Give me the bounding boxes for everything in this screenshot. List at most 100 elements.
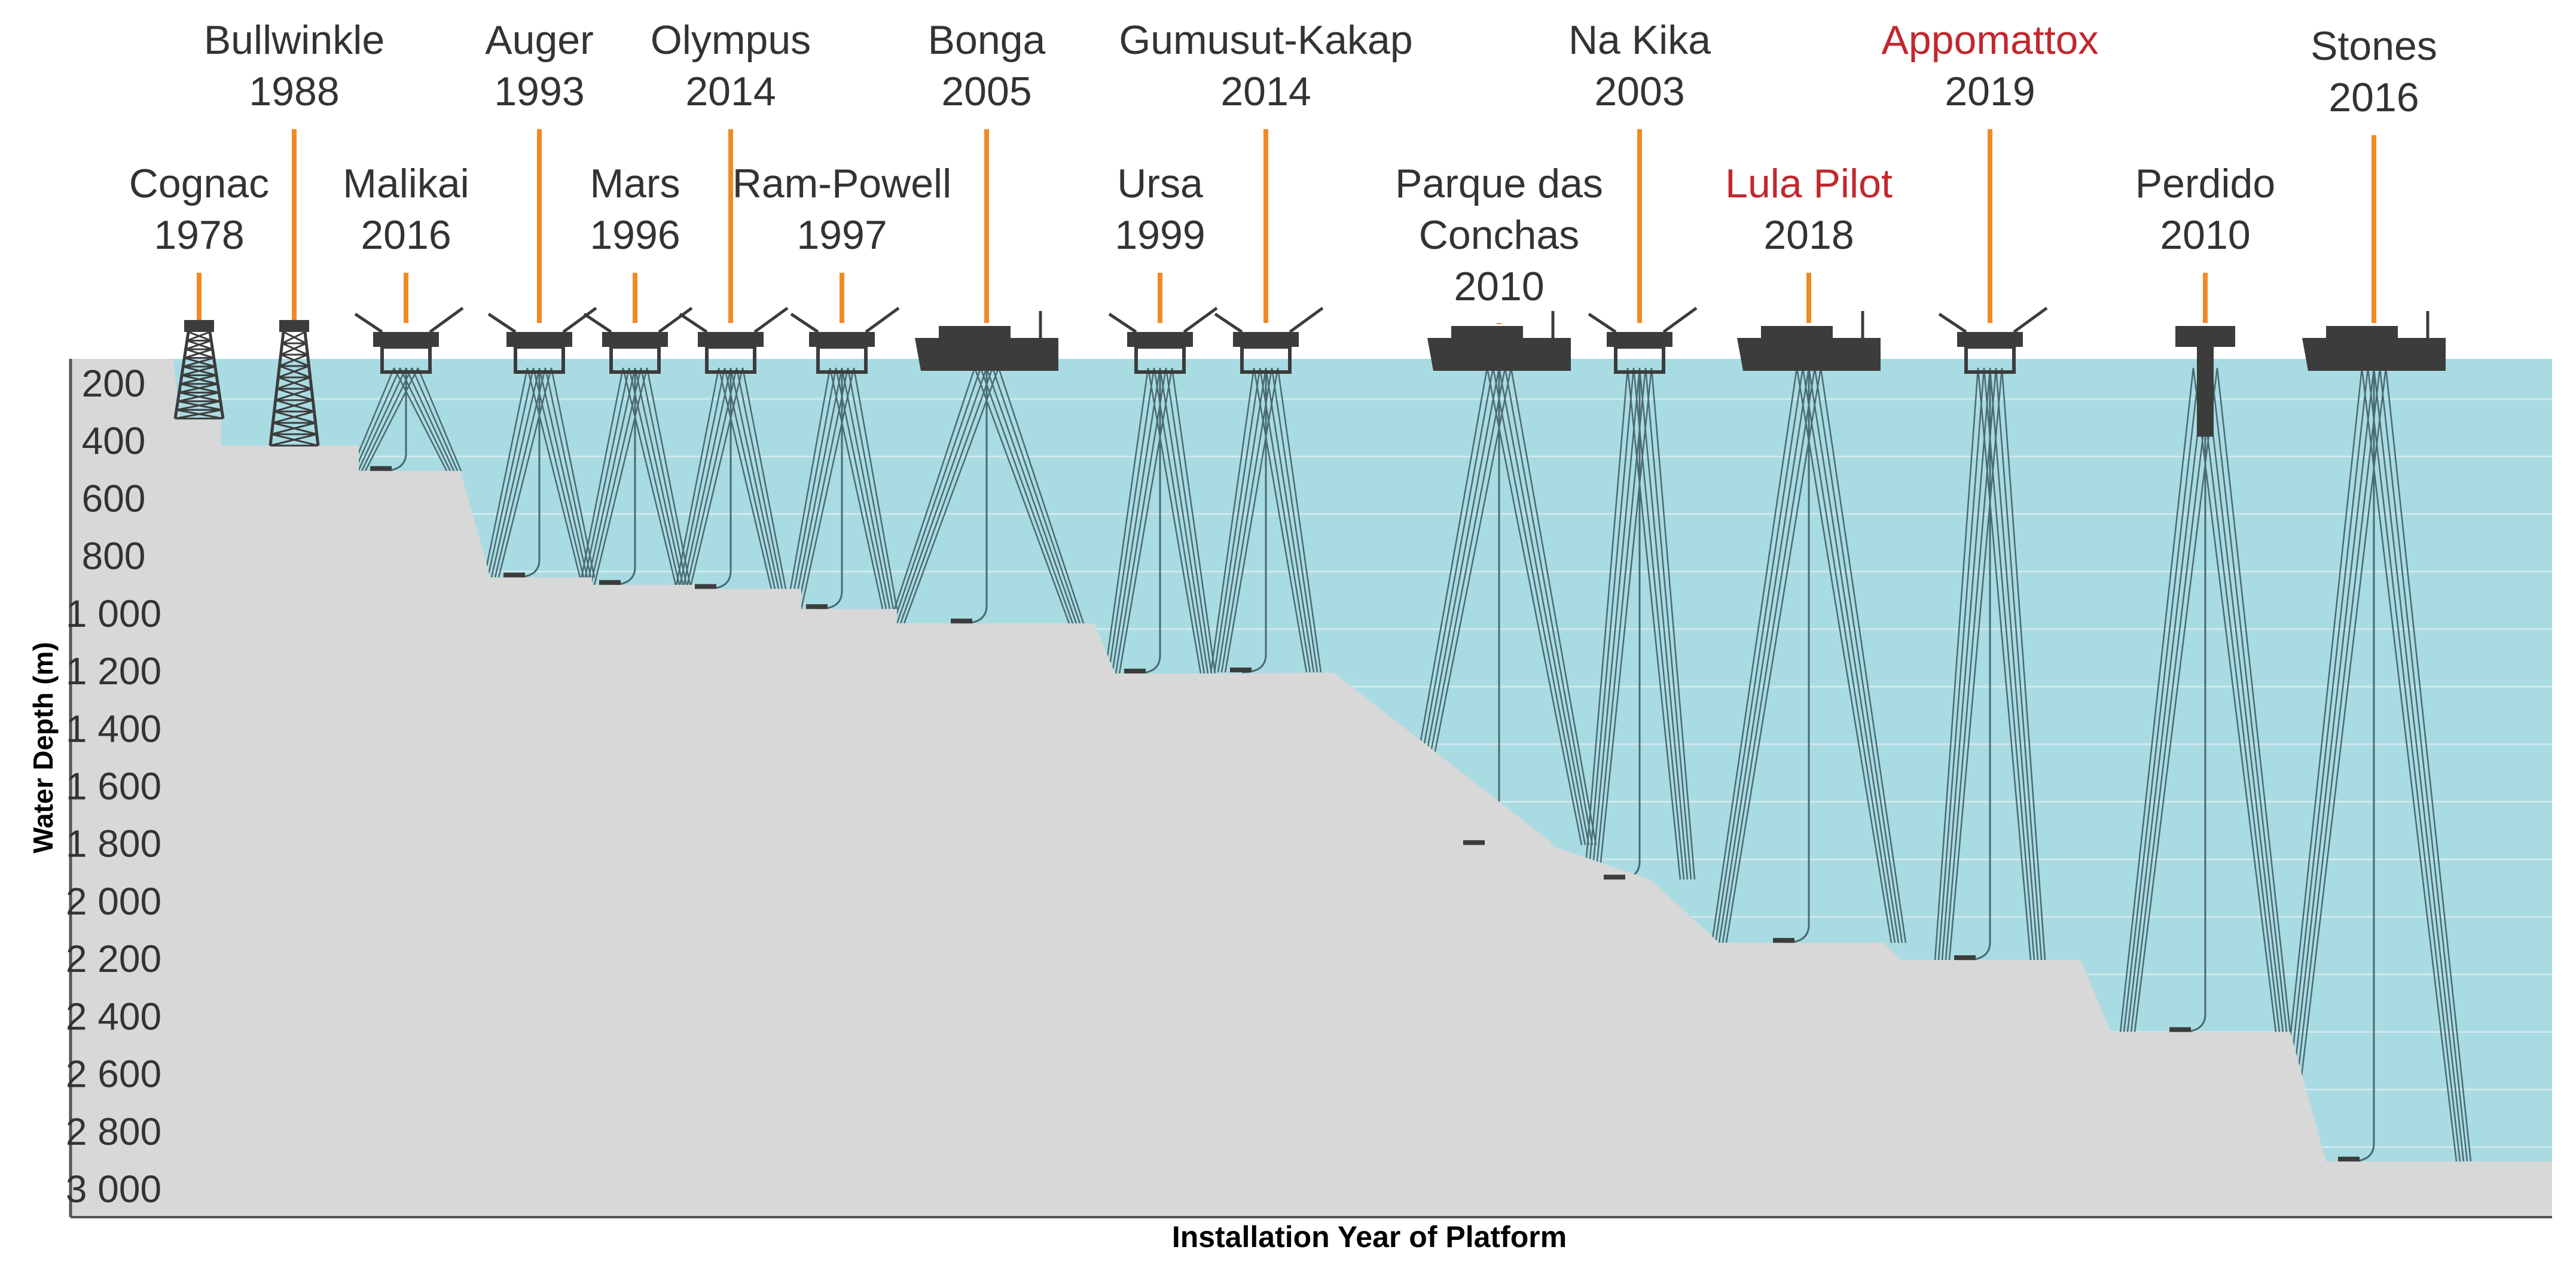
- platform-name: Olympus: [651, 17, 811, 63]
- mooring-line: [991, 367, 1081, 624]
- fpso-topsides: [2326, 326, 2398, 338]
- platform-appomattox: Appomattox 2019: [1882, 17, 2099, 961]
- y-tick-label: 2 400: [66, 995, 161, 1038]
- seabed-template: [1230, 667, 1252, 673]
- seabed-template: [2338, 1156, 2360, 1162]
- mooring-line: [2130, 367, 2212, 1032]
- seabed-template: [806, 604, 828, 609]
- mooring-line: [829, 367, 884, 609]
- mooring-line: [1107, 367, 1155, 674]
- mooring-line: [628, 367, 680, 586]
- mooring-line: [1111, 367, 1161, 674]
- crane-boom: [1588, 312, 1617, 334]
- mooring-line: [903, 367, 1000, 624]
- jacket-deck: [184, 320, 214, 332]
- y-tick-label: 1 000: [66, 592, 161, 635]
- seabed-template: [1604, 874, 1625, 880]
- mooring-line: [1638, 367, 1689, 880]
- mooring-line: [2210, 367, 2288, 1032]
- mooring-line: [997, 367, 1085, 624]
- mooring-line: [2134, 367, 2218, 1032]
- crane-boom: [1938, 312, 1967, 334]
- mooring-line: [1937, 367, 1985, 961]
- y-tick-label: 1 600: [66, 765, 161, 808]
- mooring-line: [494, 367, 547, 578]
- mooring-line: [1583, 367, 1629, 880]
- mooring-line: [1977, 367, 2032, 961]
- seabed-template: [1124, 668, 1146, 673]
- mooring-line: [678, 367, 726, 589]
- mooring-line: [786, 367, 831, 609]
- crane-boom: [658, 306, 693, 334]
- jacket-brace: [280, 342, 309, 356]
- platform-bonga: Bonga 2005: [915, 17, 1058, 624]
- mooring-line: [1594, 367, 1647, 880]
- mooring-line: [1259, 367, 1311, 673]
- mooring-line: [1265, 367, 1315, 673]
- crane-boom: [865, 306, 900, 334]
- mooring-line: [417, 367, 462, 471]
- jacket-brace: [279, 353, 310, 367]
- jacket-brace: [176, 400, 222, 411]
- mooring-line: [2367, 367, 2461, 1162]
- mooring-line: [1632, 367, 1685, 880]
- platform-name: Cognac: [129, 161, 269, 206]
- platform-year: 2016: [2328, 75, 2419, 120]
- mooring-line: [1650, 367, 1696, 880]
- jacket-brace: [185, 340, 213, 350]
- mooring-line: [2192, 367, 2277, 1032]
- platform-name: Mars: [590, 161, 680, 206]
- x-axis-title: Installation Year of Platform: [1172, 1220, 1567, 1254]
- platform-name: Appomattox: [1882, 17, 2099, 63]
- mooring-line: [835, 367, 887, 609]
- topsides-deck: [602, 332, 668, 347]
- mooring-line: [2373, 367, 2465, 1162]
- mooring-line: [2198, 367, 2281, 1032]
- mooring-line: [550, 367, 596, 578]
- mooring-line: [1725, 367, 1822, 943]
- y-tick-label: 2 000: [66, 880, 161, 923]
- seabed-template: [2169, 1027, 2191, 1032]
- mooring-line: [2385, 367, 2472, 1162]
- mooring-line: [1945, 367, 1997, 961]
- mooring-line: [1118, 367, 1173, 674]
- y-tick-label: 1 800: [66, 822, 161, 865]
- mooring-line: [2216, 367, 2291, 1032]
- platform-year: 1996: [590, 212, 680, 258]
- mooring-line: [532, 367, 585, 578]
- seabed-template: [1773, 938, 1794, 943]
- mooring-line: [634, 367, 684, 586]
- crane-boom: [679, 312, 708, 334]
- platform-cognac: Cognac 1978: [129, 161, 269, 420]
- mooring-line: [718, 367, 773, 589]
- jacket-brace: [273, 410, 316, 424]
- platform-ram-powell: Ram-Powell 1997: [732, 161, 951, 609]
- y-tick-label: 2 800: [66, 1110, 161, 1153]
- mooring-line: [1796, 367, 1893, 943]
- mooring-line: [490, 367, 541, 578]
- platform-name: Lula Pilot: [1725, 161, 1893, 206]
- mooring-line: [1153, 367, 1205, 674]
- mooring-line: [789, 367, 837, 609]
- mooring-line: [889, 367, 976, 624]
- mooring-line: [1814, 367, 1903, 943]
- jacket-brace: [276, 376, 312, 390]
- platform-name: Malikai: [343, 161, 469, 206]
- jacket-brace: [274, 399, 315, 413]
- mooring-line: [2119, 367, 2195, 1032]
- platform-bullwinkle: Bullwinkle 1988: [204, 17, 384, 447]
- mooring-line: [1989, 367, 2039, 961]
- platforms-group: Cognac 1978 Bullwinkle 1988 Malikai 2016 Auger…: [129, 17, 2446, 1162]
- seabed-template: [1463, 840, 1485, 845]
- mooring-line: [973, 367, 1070, 624]
- mooring-line: [1220, 367, 1273, 673]
- y-tick-label: 3 000: [66, 1168, 161, 1211]
- mooring-line: [2123, 367, 2200, 1032]
- platform-ursa: Ursa 1999: [1108, 161, 1218, 673]
- jacket-brace: [181, 365, 217, 376]
- fpso-topsides: [1761, 326, 1833, 338]
- mooring-line: [590, 367, 642, 586]
- platform-year: 2010: [2160, 212, 2250, 258]
- mooring-line: [1714, 367, 1804, 943]
- mooring-line: [896, 367, 988, 624]
